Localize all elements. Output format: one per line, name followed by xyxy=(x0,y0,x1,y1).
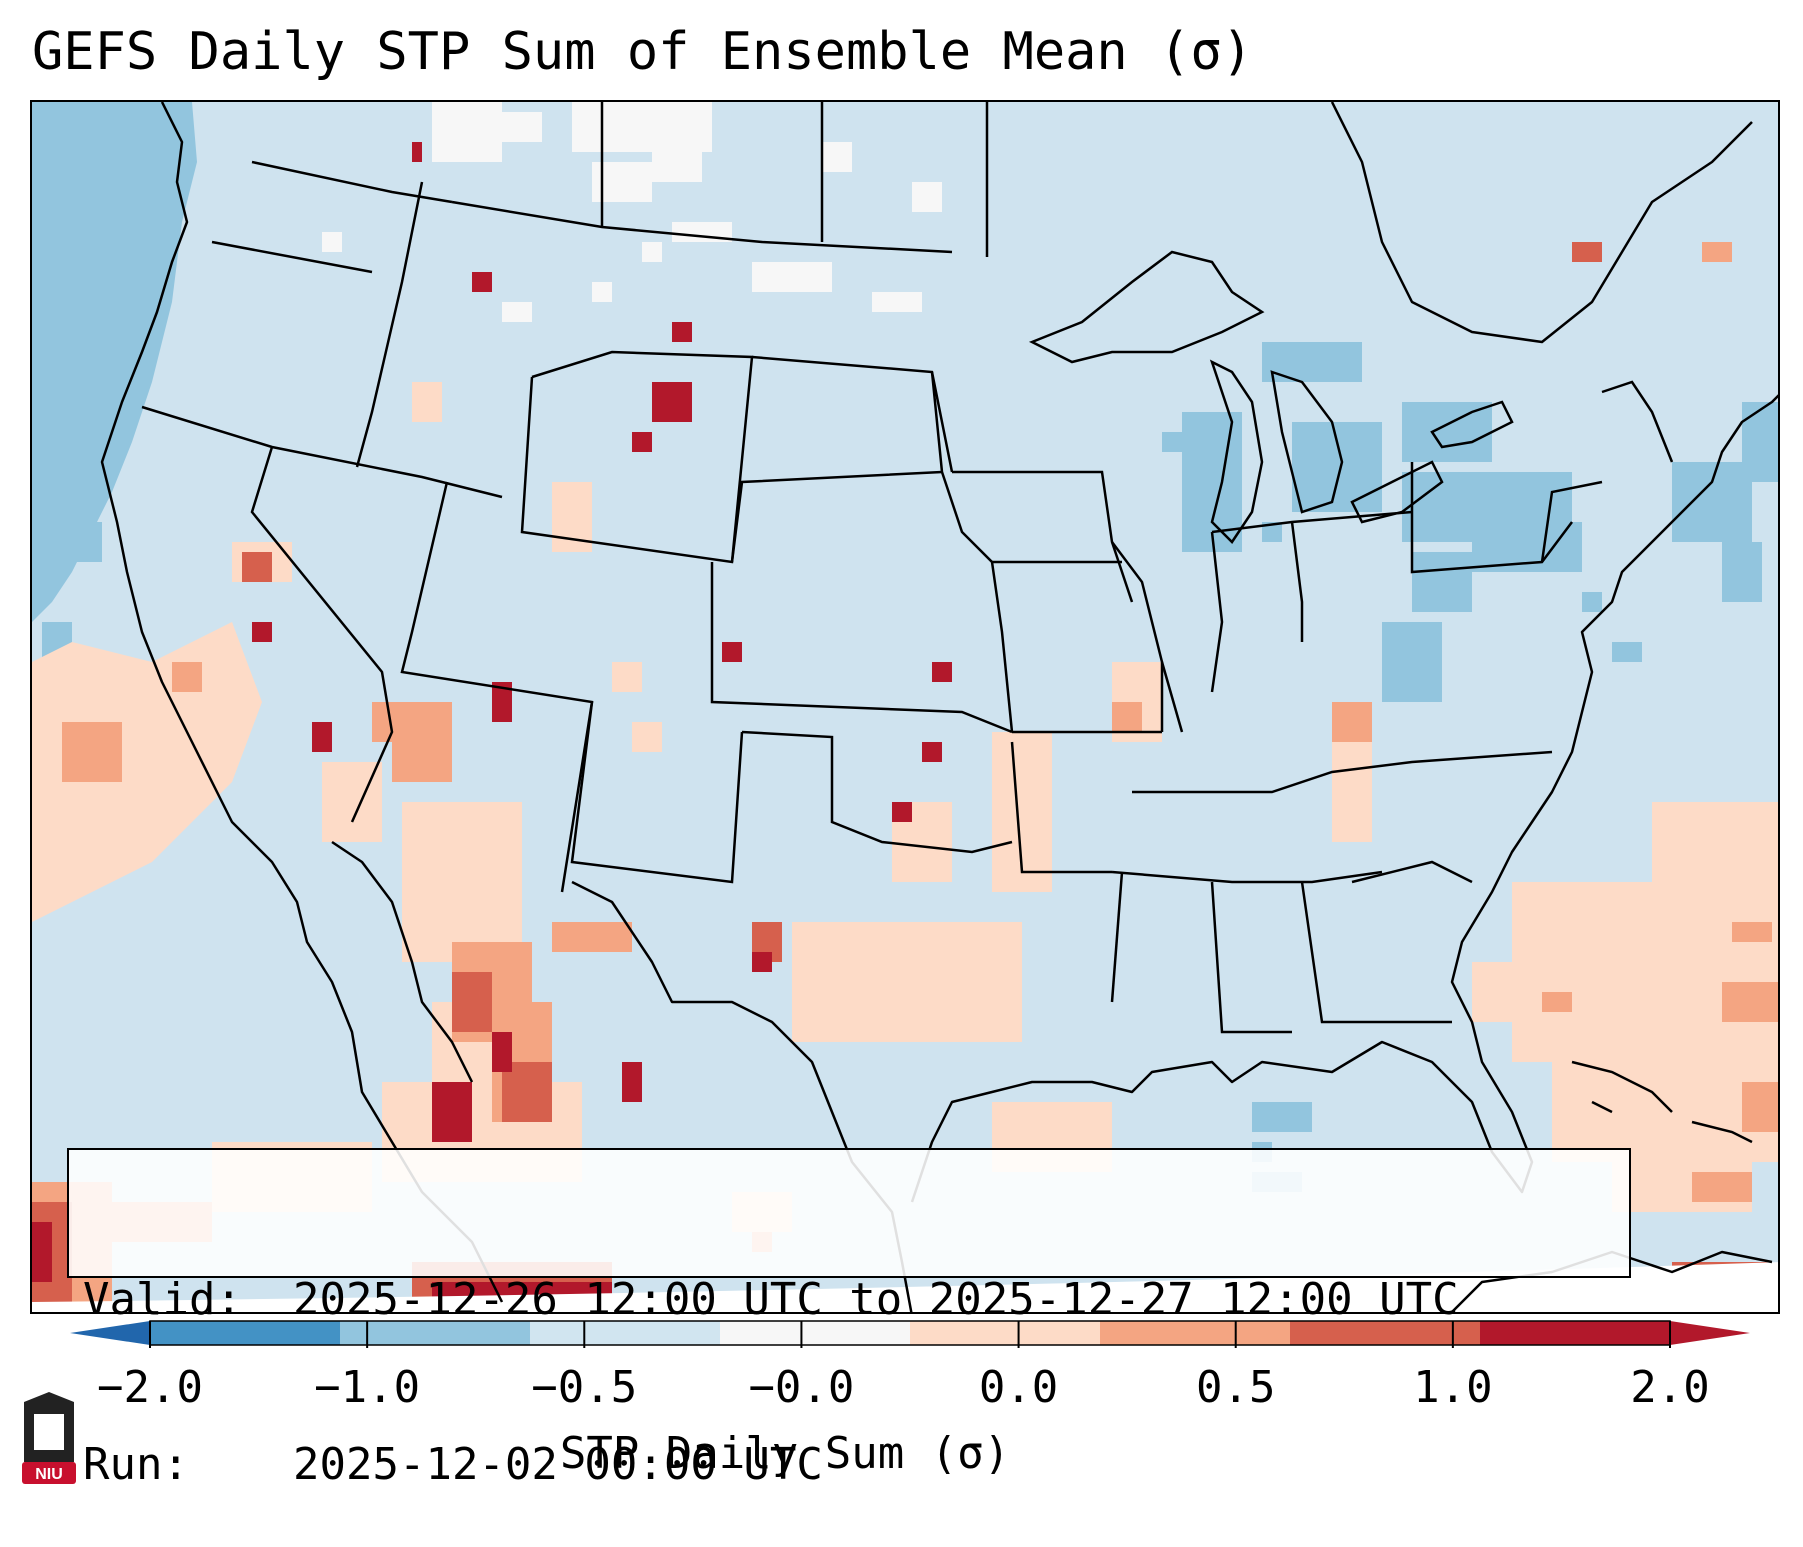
colorbar-label: STP Daily Sum (σ) xyxy=(560,1428,1010,1479)
map-background xyxy=(32,102,1780,1314)
colorbar-tick-label: 0.5 xyxy=(1196,1362,1275,1413)
colorbar-segment xyxy=(910,1321,1101,1345)
colorbar-segment xyxy=(340,1321,531,1345)
logo-window xyxy=(34,1414,64,1450)
validity-info-box: Valid: 2025-12-26 12:00 UTC to 2025-12-27… xyxy=(67,1148,1631,1278)
colorbar-tick-label: −1.0 xyxy=(314,1362,420,1413)
map-panel[interactable] xyxy=(30,100,1780,1314)
colorbar-segment xyxy=(720,1321,911,1345)
niu-logo: NIU xyxy=(20,1390,78,1485)
colorbar xyxy=(70,1318,1750,1348)
colorbar-segments xyxy=(150,1321,1671,1345)
run-label: Run: xyxy=(83,1437,293,1492)
colorbar-extend-high xyxy=(1670,1321,1750,1345)
map-svg xyxy=(32,102,1780,1314)
logo-text: NIU xyxy=(35,1466,63,1483)
colorbar-extend-low xyxy=(70,1321,150,1345)
colorbar-tick-label: 2.0 xyxy=(1630,1362,1709,1413)
colorbar-tick-label: −0.5 xyxy=(531,1362,637,1413)
colorbar-segment xyxy=(530,1321,721,1345)
colorbar-tick-label: −2.0 xyxy=(97,1362,203,1413)
colorbar-tick-label: 0.0 xyxy=(979,1362,1058,1413)
plot-title: GEFS Daily STP Sum of Ensemble Mean (σ) xyxy=(32,22,1253,82)
colorbar-tick-label: 1.0 xyxy=(1413,1362,1492,1413)
colorbar-segment xyxy=(1480,1321,1671,1345)
colorbar-segment xyxy=(1100,1321,1291,1345)
colorbar-tick-label: −0.0 xyxy=(748,1362,854,1413)
colorbar-segment xyxy=(150,1321,341,1345)
